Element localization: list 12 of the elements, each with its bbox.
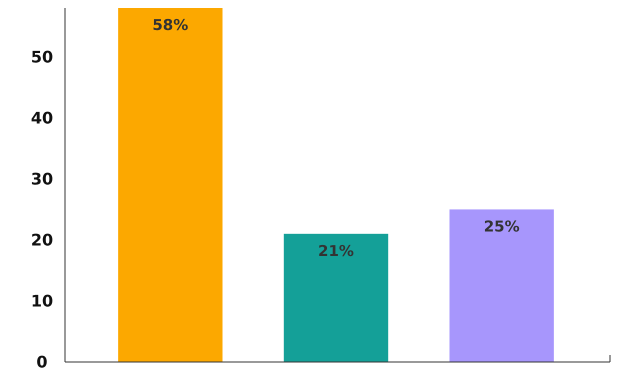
y-tick-label: 50 — [30, 47, 54, 66]
bar — [449, 209, 554, 362]
y-tick-label: 20 — [30, 230, 54, 250]
bar — [118, 8, 223, 362]
y-tick-label: 0 — [36, 352, 48, 372]
y-tick-label: 30 — [30, 169, 54, 188]
data-label: 58% — [152, 16, 188, 34]
data-label: 25% — [484, 217, 520, 236]
y-tick-label: 10 — [30, 292, 54, 311]
data-label: 21% — [318, 242, 354, 260]
y-tick-label: 40 — [30, 108, 54, 128]
bar — [284, 234, 388, 362]
